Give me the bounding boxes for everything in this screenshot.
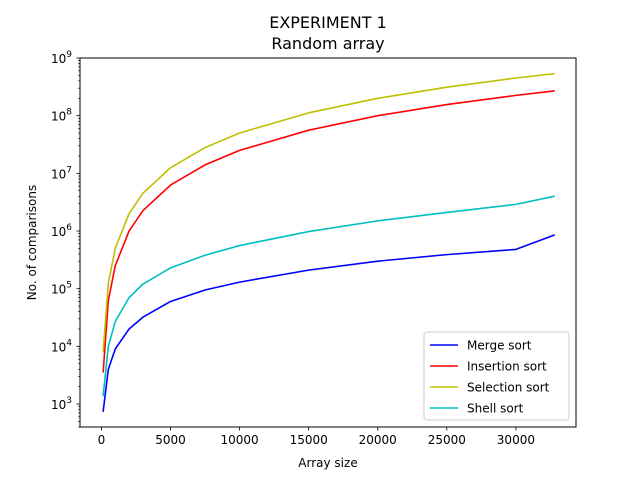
x-tick-label: 25000 (428, 433, 466, 447)
series-line (102, 90, 555, 373)
plot-frame (79, 57, 577, 428)
legend-label: Insertion sort (467, 360, 547, 374)
x-axis-label: Array size (298, 456, 357, 470)
y-axis-ticks: 103 104 105 106 107 108 109 (51, 50, 80, 428)
y-tick-label: 109 (51, 50, 72, 66)
chart-subtitle: Random array (271, 34, 384, 53)
x-tick-label: 10000 (220, 433, 258, 447)
x-tick-label: 20000 (359, 433, 397, 447)
series-line (102, 234, 555, 413)
chart-title: EXPERIMENT 1 (269, 13, 387, 32)
series-line (102, 72, 555, 353)
y-tick-label: 107 (51, 165, 72, 181)
legend: Merge sort Insertion sort Selection sort Sh… (423, 331, 570, 421)
legend-label: Merge sort (467, 339, 532, 353)
legend-label: Shell sort (467, 402, 524, 416)
y-tick-label: 104 (51, 338, 72, 354)
legend-label: Selection sort (467, 381, 550, 395)
y-tick-label: 105 (51, 281, 72, 297)
y-tick-label: 108 (51, 108, 72, 124)
x-tick-label: 5000 (155, 433, 186, 447)
x-tick-label: 15000 (290, 433, 328, 447)
x-axis-ticks: 0 5000 10000 15000 20000 25000 30000 (98, 427, 535, 447)
x-tick-label: 30000 (497, 433, 535, 447)
y-tick-label: 103 (51, 396, 72, 412)
x-tick-label: 0 (98, 433, 106, 447)
plot-lines (102, 72, 555, 413)
legend-box (423, 331, 570, 421)
series-line (102, 195, 555, 397)
y-tick-label: 106 (51, 223, 72, 239)
y-axis-label: No. of comparisons (25, 185, 39, 300)
